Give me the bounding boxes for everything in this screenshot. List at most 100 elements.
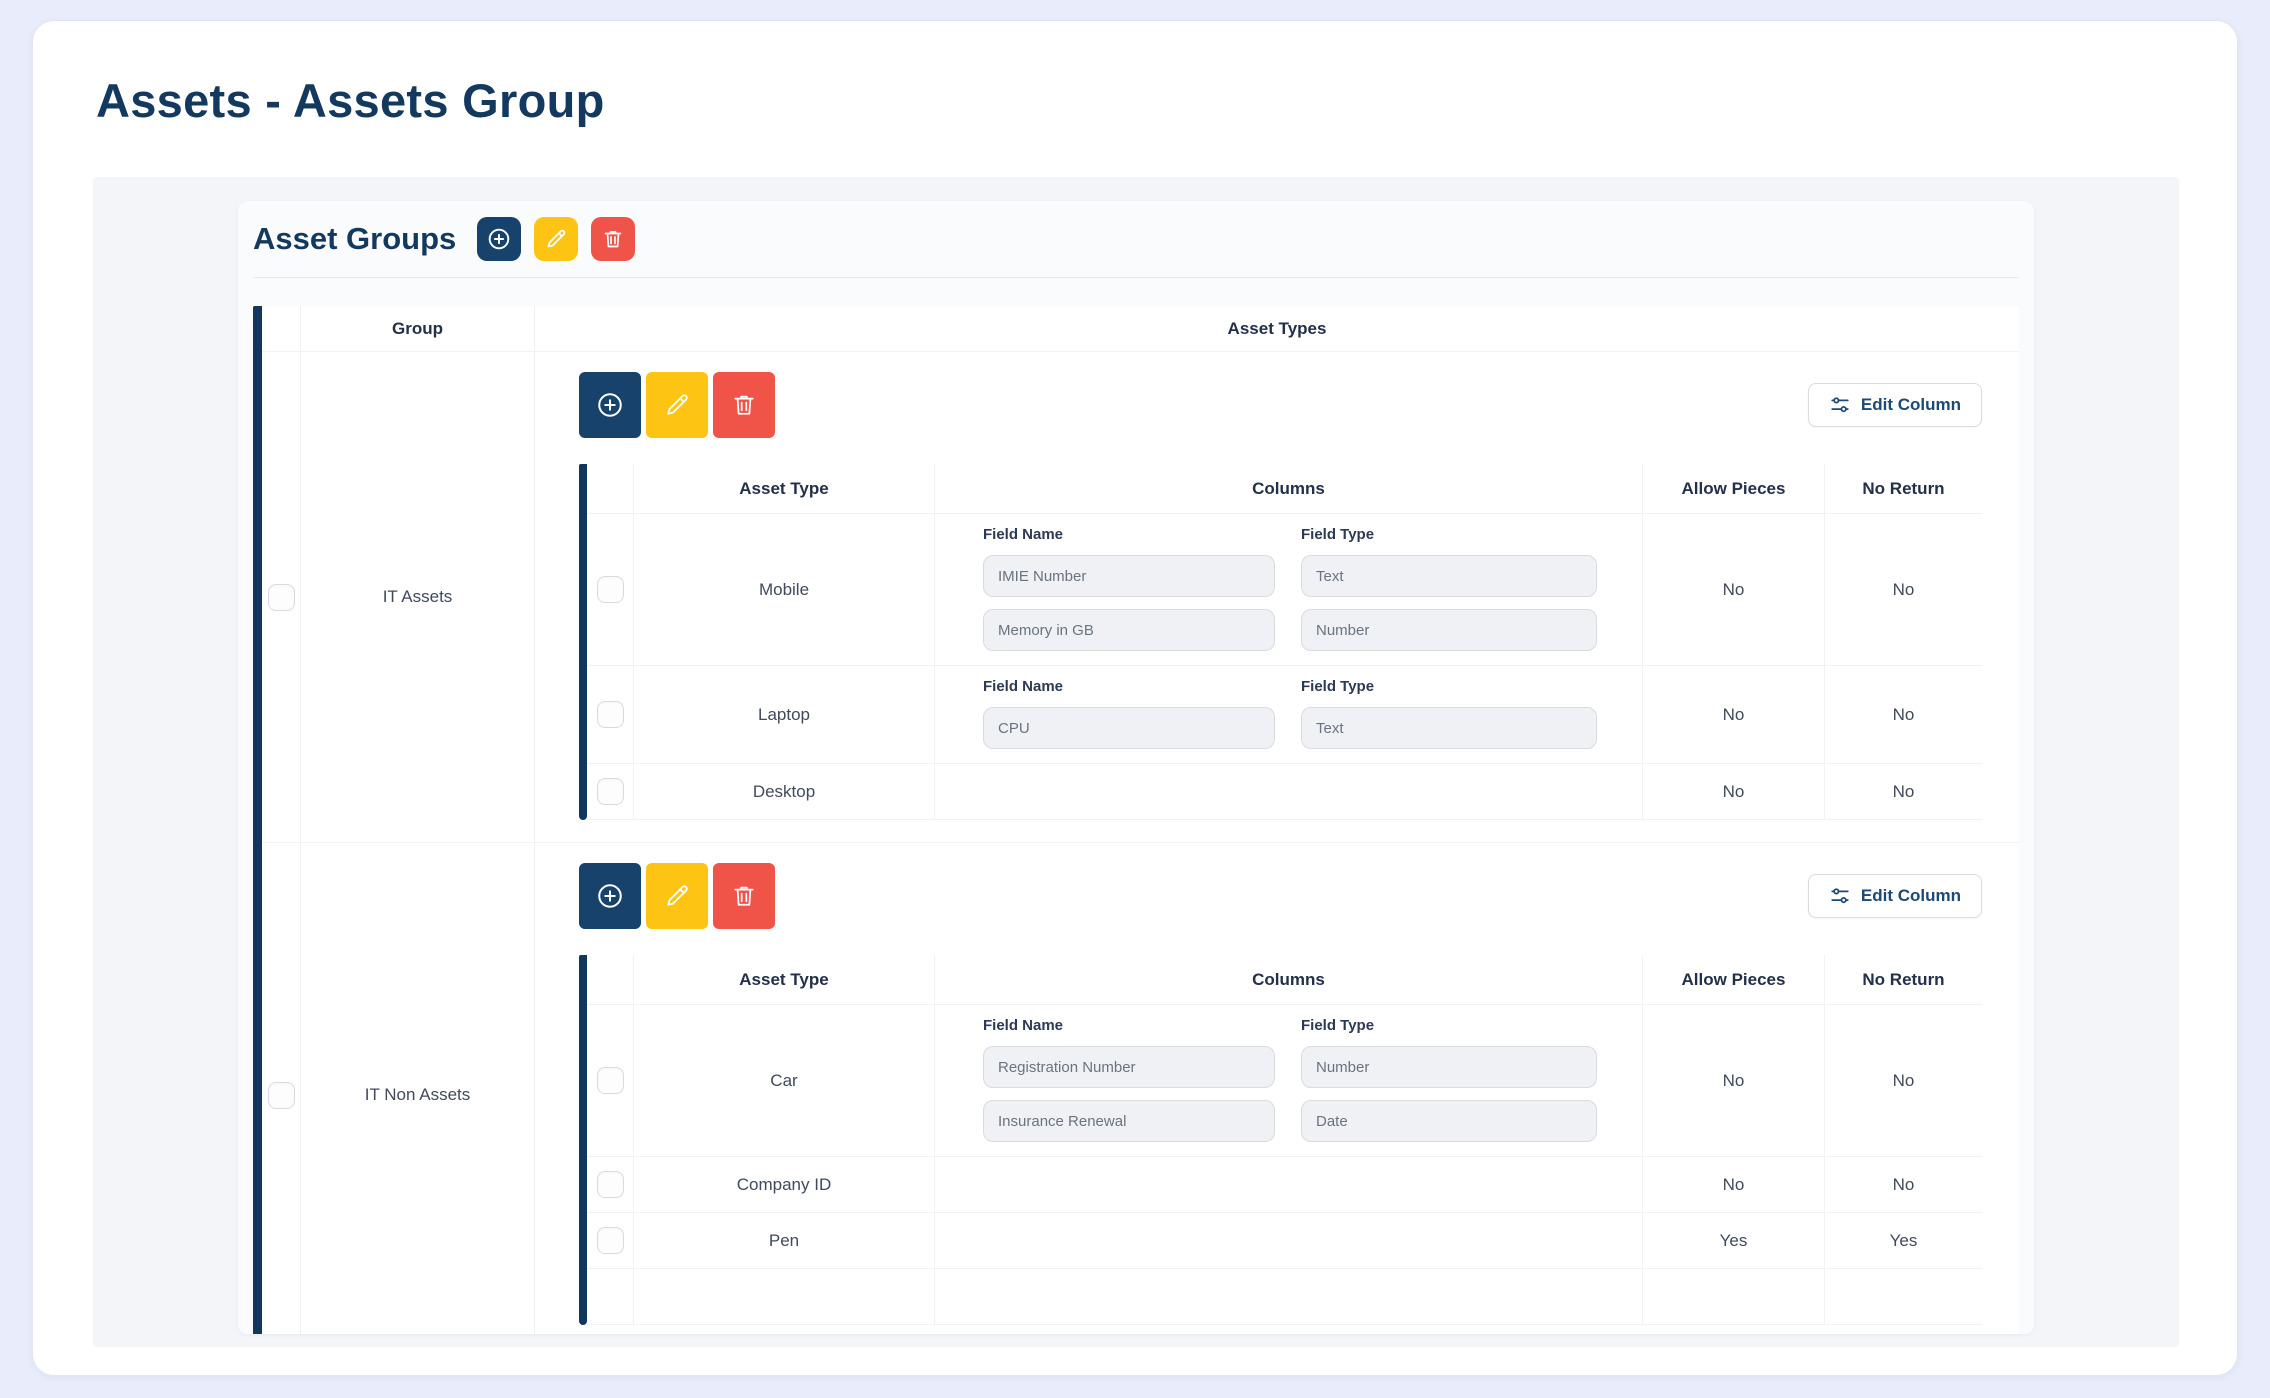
fields-area: Field Name Field Type: [983, 1017, 1642, 1142]
columns-cell: [935, 1157, 1643, 1212]
edit-asset-type-button[interactable]: [646, 372, 708, 438]
asset-type-row: [587, 1269, 1982, 1325]
no-return-value: No: [1892, 1070, 1915, 1090]
edit-column-button[interactable]: Edit Column: [1807, 383, 1982, 427]
field-type-input: [1301, 1100, 1597, 1142]
pencil-icon: [663, 391, 691, 419]
asset-types-toolbar: Edit Column: [579, 372, 1982, 438]
allow-pieces-value: No: [1643, 514, 1825, 665]
columns-cell: Field Name Field Type: [935, 514, 1643, 665]
asset-types-table: Asset Type Columns Allow Pieces No Retur…: [579, 955, 1982, 1325]
edit-asset-type-button[interactable]: [646, 863, 708, 929]
plus-circle-icon: [595, 390, 625, 420]
header-allow-pieces: Allow Pieces: [1643, 464, 1825, 513]
group-checkbox[interactable]: [267, 583, 295, 611]
asset-type-select-cell: [587, 666, 634, 763]
asset-types-cell: Edit Column Asset Type Columns Allow Pie…: [535, 352, 2019, 842]
field-type-col: Field Type: [1301, 526, 1597, 651]
asset-type-select-cell: [587, 514, 634, 665]
field-type-input: [1301, 707, 1597, 749]
edit-group-button[interactable]: [534, 217, 579, 261]
asset-type-rows: Car Field Name Field Type No No Company …: [587, 1005, 1982, 1325]
main-card: Assets - Assets Group Asset Groups: [32, 20, 2238, 1376]
header-columns: Columns: [935, 955, 1643, 1004]
asset-type-row: Desktop No No: [587, 764, 1982, 820]
asset-type-rows: Mobile Field Name Field Type No No Lapto…: [587, 514, 1982, 820]
group-checkbox[interactable]: [267, 1081, 295, 1109]
asset-type-row: Pen Yes Yes: [587, 1213, 1982, 1269]
header-columns: Columns: [935, 464, 1643, 513]
asset-types-table: Asset Type Columns Allow Pieces No Retur…: [579, 464, 1982, 820]
header-select-cell: [587, 955, 634, 1004]
field-type-input: [1301, 609, 1597, 651]
field-name-input: [983, 609, 1275, 651]
field-type-label: Field Type: [1301, 526, 1375, 543]
asset-type-name: Pen: [634, 1213, 935, 1268]
asset-type-row: Company ID No No: [587, 1157, 1982, 1213]
field-name-col: Field Name: [983, 526, 1275, 651]
asset-type-name: Desktop: [634, 764, 935, 819]
group-row: IT Non Assets: [262, 843, 2019, 1334]
asset-type-select-cell: [587, 1005, 634, 1156]
asset-type-actions: [579, 372, 775, 438]
columns-cell: Field Name Field Type: [935, 666, 1643, 763]
allow-pieces-value: Yes: [1643, 1213, 1825, 1268]
asset-type-name: Laptop: [634, 666, 935, 763]
allow-pieces-value: No: [1643, 1157, 1825, 1212]
asset-type-checkbox[interactable]: [596, 1227, 624, 1254]
asset-type-checkbox[interactable]: [596, 1067, 624, 1094]
no-return-value: No: [1892, 781, 1915, 801]
asset-types-table-header: Asset Type Columns Allow Pieces No Retur…: [587, 464, 1982, 514]
no-return-value: Yes: [1889, 1230, 1918, 1250]
trash-icon: [601, 227, 625, 251]
edit-column-label: Edit Column: [1860, 395, 1961, 414]
header-select-cell: [587, 464, 634, 513]
add-asset-type-button[interactable]: [579, 372, 641, 438]
asset-type-checkbox[interactable]: [596, 576, 624, 603]
delete-asset-type-button[interactable]: [713, 372, 775, 438]
asset-groups-panel: Asset Groups: [238, 201, 2034, 1334]
outer-table-body: IT Assets: [262, 352, 2019, 1334]
asset-types-toolbar: Edit Column: [579, 863, 1982, 929]
asset-groups-section: Asset Groups: [93, 177, 2179, 1347]
no-return-value: No: [1892, 704, 1915, 724]
header-asset-type: Asset Type: [634, 464, 935, 513]
field-name-col: Field Name: [983, 678, 1275, 749]
asset-groups-table-header: Group Asset Types: [262, 306, 2019, 352]
group-select-cell: [262, 352, 301, 842]
field-name-col: Field Name: [983, 1017, 1275, 1142]
asset-type-checkbox[interactable]: [596, 778, 624, 805]
header-allow-pieces: Allow Pieces: [1643, 955, 1825, 1004]
field-type-label: Field Type: [1301, 1017, 1375, 1034]
field-name-input: [983, 1046, 1275, 1088]
field-name-label: Field Name: [983, 1017, 1064, 1034]
field-type-col: Field Type: [1301, 1017, 1597, 1142]
field-name-input: [983, 707, 1275, 749]
trash-icon: [730, 882, 758, 910]
asset-type-name: [634, 1269, 935, 1324]
asset-type-checkbox[interactable]: [596, 1171, 624, 1198]
asset-type-select-cell: [587, 1269, 634, 1324]
panel-title: Asset Groups: [253, 221, 457, 256]
plus-circle-icon: [595, 881, 625, 911]
header-no-return: No Return: [1862, 969, 1945, 989]
edit-column-button[interactable]: Edit Column: [1807, 874, 1982, 918]
group-name: IT Non Assets: [301, 843, 535, 1334]
columns-cell: [935, 1213, 1643, 1268]
group-select-cell: [262, 843, 301, 1334]
field-name-label: Field Name: [983, 678, 1064, 695]
trash-icon: [730, 391, 758, 419]
asset-type-checkbox[interactable]: [596, 701, 624, 728]
asset-type-actions: [579, 863, 775, 929]
edit-column-label: Edit Column: [1860, 886, 1961, 905]
no-return-value: No: [1892, 579, 1915, 599]
delete-asset-type-button[interactable]: [713, 863, 775, 929]
columns-cell: Field Name Field Type: [935, 1005, 1643, 1156]
asset-types-table-header: Asset Type Columns Allow Pieces No Retur…: [587, 955, 1982, 1005]
add-asset-type-button[interactable]: [579, 863, 641, 929]
panel-header: Asset Groups: [253, 211, 2019, 267]
field-type-col: Field Type: [1301, 678, 1597, 749]
add-group-button[interactable]: [477, 217, 522, 261]
delete-group-button[interactable]: [591, 217, 636, 261]
no-return-value: No: [1892, 1174, 1915, 1194]
